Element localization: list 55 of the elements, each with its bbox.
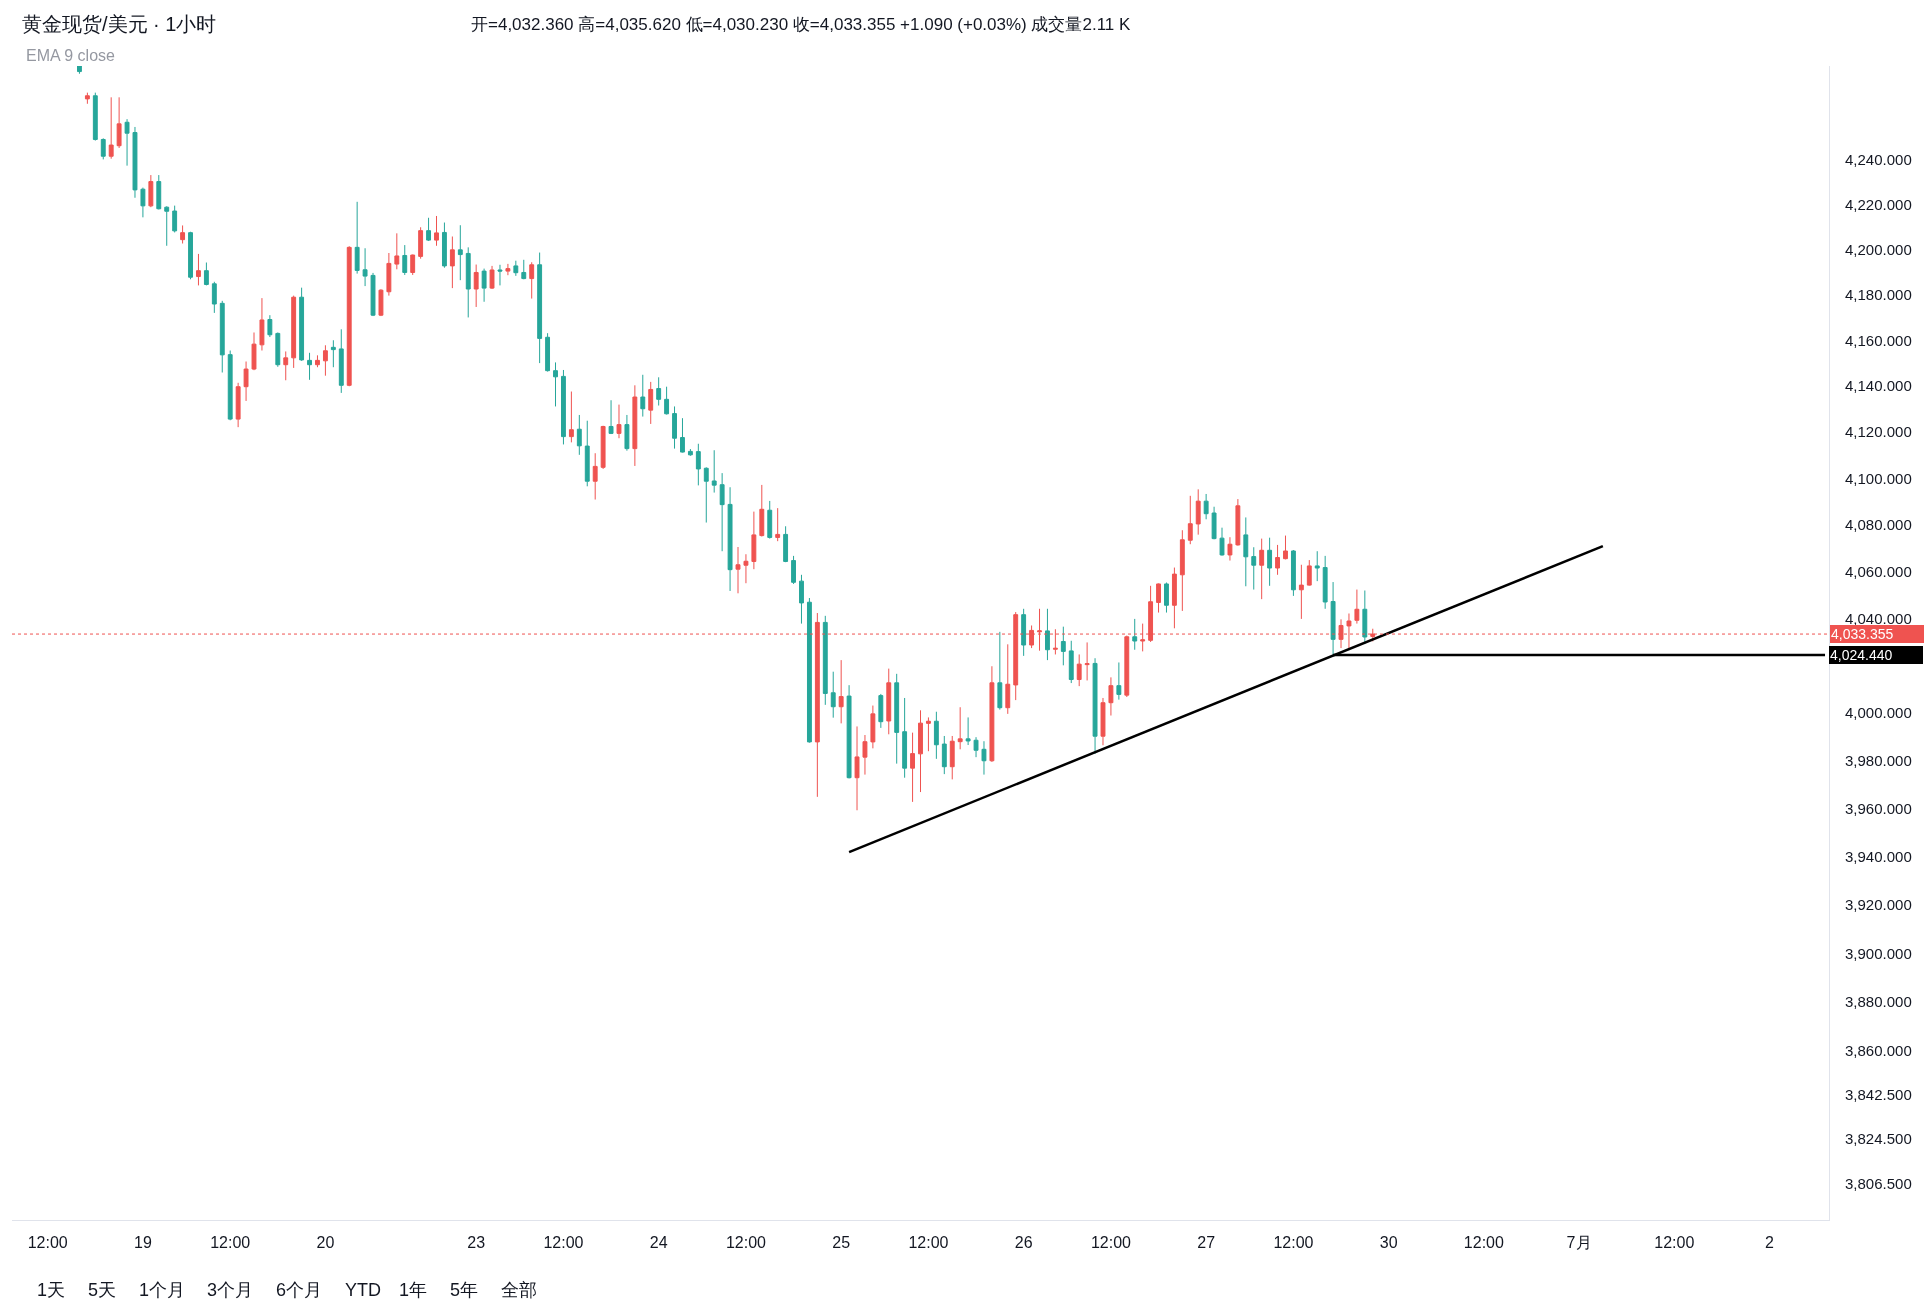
text: 1个月 xyxy=(139,1280,186,1300)
y-tick-label: 3,960.000 xyxy=(1845,799,1912,817)
x-tick-label: 26 xyxy=(1014,1234,1033,1252)
x-tick-label: 2 xyxy=(1765,1234,1775,1252)
text: 1年 xyxy=(399,1280,428,1300)
x-tick-label: 12:00 xyxy=(1654,1234,1695,1252)
x-tick-label: 27 xyxy=(1197,1234,1216,1252)
x-tick-label: 23 xyxy=(467,1234,486,1252)
text: 6个月 xyxy=(276,1280,323,1300)
x-tick-label: 12:00 xyxy=(908,1234,949,1252)
text: EMA 9 close xyxy=(26,47,116,64)
y-tick-label: 4,000.000 xyxy=(1845,704,1912,722)
y-tick-label: 3,920.000 xyxy=(1845,896,1912,914)
x-tick-label: 12:00 xyxy=(1463,1234,1504,1252)
ref-line-label: 4,033.355 xyxy=(1831,626,1894,642)
x-tick-label: 12:00 xyxy=(1273,1234,1314,1252)
x-tick-label: 20 xyxy=(316,1234,335,1252)
y-tick-label: 3,940.000 xyxy=(1845,847,1912,865)
x-tick-label: 25 xyxy=(832,1234,851,1252)
chart-subtitle: 开=4,032.360 高=4,035.620 低=4,030.230 收=4,033.355 +1.090 (+0.03%) 成交量2.11 K xyxy=(471,15,1132,34)
y-tick-label: 3,806.500 xyxy=(1845,1175,1912,1193)
chart-title: 黄金现货/美元 · 1小时 xyxy=(22,13,217,35)
y-tick-label: 4,160.000 xyxy=(1845,331,1912,349)
x-tick-label: 12:00 xyxy=(210,1234,251,1252)
y-tick-label: 3,824.500 xyxy=(1845,1130,1912,1148)
y-tick-label: 4,140.000 xyxy=(1845,377,1912,395)
x-tick-label: 24 xyxy=(649,1234,668,1252)
text: 5天 xyxy=(88,1280,117,1300)
y-tick-label: 4,220.000 xyxy=(1845,195,1912,213)
y-tick-label: 4,240.000 xyxy=(1845,150,1912,168)
y-tick-label: 3,842.500 xyxy=(1845,1085,1912,1103)
y-tick-label: 3,880.000 xyxy=(1845,993,1912,1011)
y-tick-label: 4,060.000 xyxy=(1845,562,1912,580)
y-tick-label: 3,980.000 xyxy=(1845,751,1912,769)
y-tick-label: 4,180.000 xyxy=(1845,286,1912,304)
data-label: 4,024.440 xyxy=(1830,647,1893,663)
y-tick-label: 4,200.000 xyxy=(1845,240,1912,258)
text: 3个月 xyxy=(207,1280,254,1300)
x-tick-label: 12:00 xyxy=(1090,1234,1132,1252)
y-tick-label: 3,860.000 xyxy=(1845,1042,1912,1060)
y-tick-label: 4,040.000 xyxy=(1845,609,1912,627)
x-tick-label: 7月 xyxy=(1566,1234,1592,1252)
text: 5年 xyxy=(450,1280,479,1300)
x-tick-label: 12:00 xyxy=(543,1234,584,1252)
y-tick-label: 4,120.000 xyxy=(1845,423,1912,441)
text: 1天 xyxy=(37,1280,66,1300)
y-tick-label: 4,100.000 xyxy=(1845,469,1912,487)
y-tick-label: 4,080.000 xyxy=(1845,516,1912,534)
x-tick-label: 12:00 xyxy=(27,1234,68,1252)
x-tick-label: 19 xyxy=(134,1234,152,1252)
x-tick-label: 12:00 xyxy=(725,1234,767,1252)
x-tick-label: 30 xyxy=(1379,1234,1398,1252)
y-tick-label: 3,900.000 xyxy=(1845,944,1912,962)
text: YTD xyxy=(345,1280,381,1300)
text: 全部 xyxy=(501,1280,537,1300)
